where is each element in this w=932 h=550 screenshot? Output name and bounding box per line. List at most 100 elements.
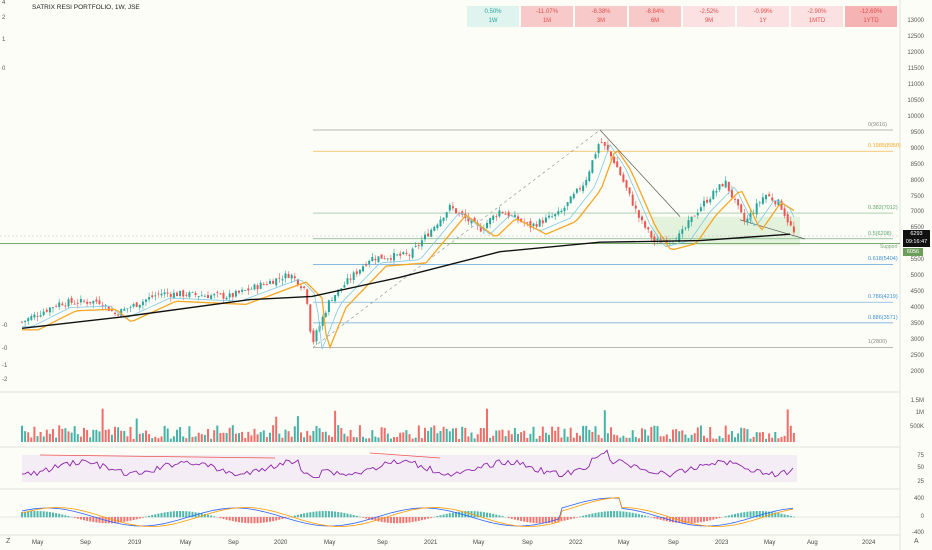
bar-countdown: 09:16:47 bbox=[905, 239, 928, 245]
perf-period: 6M bbox=[650, 18, 660, 24]
volume-bar bbox=[132, 438, 135, 442]
perf-value: -0.99% bbox=[753, 9, 773, 15]
macd-histogram-bar bbox=[312, 511, 315, 518]
volume-bar bbox=[234, 433, 237, 442]
macd-histogram-bar bbox=[191, 511, 194, 518]
volume-bar bbox=[699, 425, 702, 442]
volume-bar bbox=[557, 426, 560, 442]
macd-histogram-bar bbox=[98, 517, 101, 523]
candle-body bbox=[231, 293, 234, 297]
candle-body bbox=[225, 297, 228, 300]
left-tick: -2 bbox=[2, 377, 8, 383]
volume-bar bbox=[554, 430, 557, 442]
candle-body bbox=[324, 312, 327, 317]
volume-bar bbox=[48, 433, 51, 442]
candle-body bbox=[613, 156, 616, 164]
candle-body bbox=[58, 302, 61, 307]
macd-histogram-bar bbox=[275, 517, 278, 521]
perf-cell-1y: -0.99% 1Y bbox=[737, 6, 789, 27]
volume-bar bbox=[334, 410, 337, 442]
candle-body bbox=[238, 290, 240, 293]
price-tick: 5500 bbox=[910, 257, 924, 264]
volume-bar bbox=[169, 438, 172, 442]
volume-bar bbox=[597, 434, 600, 442]
candle-body bbox=[129, 307, 132, 308]
macd-histogram-bar bbox=[256, 517, 259, 524]
candle-body bbox=[396, 254, 399, 256]
volume-bar bbox=[566, 436, 569, 442]
macd-histogram-bar bbox=[151, 515, 154, 518]
candle-body bbox=[783, 208, 786, 216]
macd-histogram-bar bbox=[368, 517, 371, 520]
volume-bar bbox=[64, 428, 67, 442]
candle-body bbox=[73, 303, 76, 305]
candle-body bbox=[61, 303, 64, 306]
candle-body bbox=[377, 256, 380, 263]
z-icon[interactable]: Z bbox=[6, 538, 11, 545]
volume-bar bbox=[529, 433, 532, 442]
volume-bar bbox=[507, 430, 510, 442]
volume-bar bbox=[768, 433, 771, 442]
candle-body bbox=[98, 300, 101, 304]
macd-histogram-bar bbox=[613, 511, 616, 518]
candle-body bbox=[752, 213, 755, 215]
candle-body bbox=[219, 293, 222, 295]
candle-body bbox=[681, 229, 684, 234]
volume-bar bbox=[151, 438, 154, 442]
macd-histogram-bar bbox=[532, 517, 535, 523]
volume-bar bbox=[231, 425, 234, 442]
macd-histogram-bar bbox=[687, 517, 690, 524]
candle-body bbox=[222, 292, 225, 299]
candle-body bbox=[566, 202, 569, 207]
macd-histogram-bar bbox=[675, 517, 678, 523]
macd-histogram-bar bbox=[95, 517, 98, 523]
perf-period: 1M bbox=[542, 18, 552, 24]
macd-histogram-bar bbox=[179, 511, 182, 518]
macd-histogram-bar bbox=[656, 517, 659, 520]
candle-body bbox=[718, 184, 721, 190]
volume-bar bbox=[213, 430, 216, 442]
macd-histogram-bar bbox=[507, 517, 510, 519]
price-tick: 3500 bbox=[910, 321, 924, 328]
candle-body bbox=[408, 254, 411, 256]
macd-histogram-bar bbox=[758, 511, 761, 518]
volume-bar bbox=[256, 434, 259, 442]
volume-tick: 1M bbox=[915, 410, 924, 416]
candle-body bbox=[684, 227, 687, 229]
volume-bar bbox=[588, 429, 591, 442]
candle-body bbox=[765, 195, 767, 200]
macd-histogram-bar bbox=[445, 513, 448, 518]
macd-histogram-bar bbox=[269, 517, 271, 522]
volume-bar bbox=[337, 425, 340, 442]
time-tick: Aug bbox=[807, 540, 818, 546]
candle-body bbox=[64, 305, 67, 307]
candle-body bbox=[758, 202, 761, 204]
macd-histogram-bar bbox=[498, 515, 501, 518]
price-tick: 3000 bbox=[910, 337, 924, 344]
macd-histogram-bar bbox=[169, 511, 172, 518]
macd-histogram-bar bbox=[622, 511, 625, 518]
perf-value: -2.90% bbox=[807, 9, 827, 15]
volume-bar bbox=[148, 434, 151, 442]
auto-scale-icon[interactable]: A bbox=[914, 538, 919, 545]
volume-bar bbox=[727, 434, 730, 442]
volume-bar bbox=[284, 429, 287, 442]
volume-bar bbox=[610, 427, 612, 442]
volume-bar bbox=[219, 433, 222, 442]
macd-histogram-bar bbox=[343, 512, 346, 518]
macd-histogram-bar bbox=[300, 514, 302, 518]
volume-bar bbox=[358, 425, 361, 442]
time-tick: May bbox=[32, 540, 44, 546]
volume-bar bbox=[318, 428, 321, 442]
macd-histogram-bar bbox=[575, 517, 578, 518]
price-tick: 4000 bbox=[910, 305, 924, 312]
macd-histogram-bar bbox=[207, 514, 209, 518]
candle-body bbox=[371, 257, 374, 262]
candle-body bbox=[210, 295, 213, 299]
candle-body bbox=[163, 292, 166, 295]
volume-bar bbox=[668, 438, 671, 442]
volume-bar bbox=[343, 433, 346, 442]
trend-line bbox=[599, 129, 681, 217]
macd-histogram-bar bbox=[765, 511, 767, 518]
